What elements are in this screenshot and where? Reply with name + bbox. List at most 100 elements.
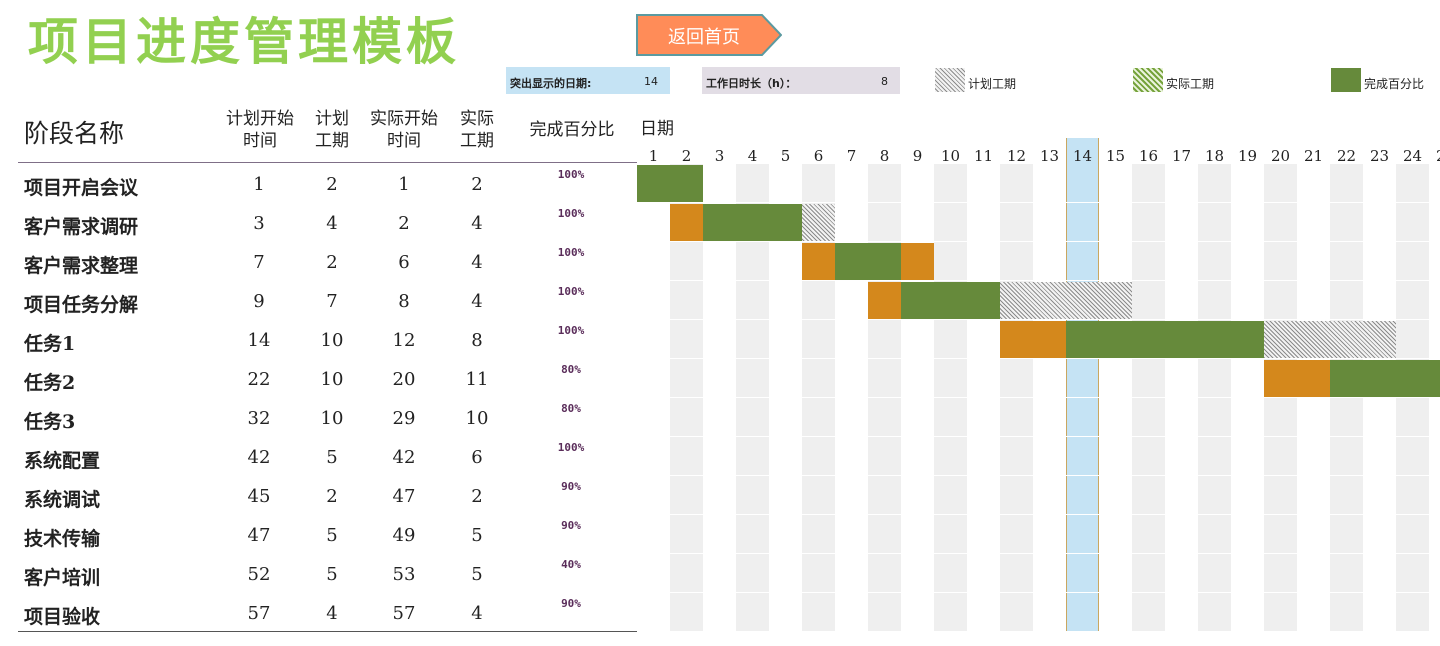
actual-duration-bar (835, 243, 901, 280)
day-number: 4 (747, 147, 758, 165)
table-bottom-border (18, 631, 637, 632)
day-column (1231, 164, 1264, 632)
percent-complete-value: 100% (557, 285, 585, 298)
actual-start-value: 57 (392, 603, 416, 624)
percent-complete-value: 100% (557, 246, 585, 259)
actual-duration-bar (1066, 321, 1264, 358)
table-row: 系统调试 45 2 47 2 90% (0, 476, 640, 515)
day-column (967, 164, 1000, 632)
day-column (1264, 164, 1297, 632)
actual-start-value: 47 (392, 486, 416, 507)
day-column (1000, 164, 1033, 632)
day-column (934, 164, 967, 632)
table-row: 项目任务分解 9 7 8 4 100% (0, 281, 640, 320)
plan-duration-value: 2 (326, 486, 338, 507)
day-column (1198, 164, 1231, 632)
day-column (1132, 164, 1165, 632)
task-name: 任务2 (24, 372, 76, 394)
day-number: 1 (648, 147, 659, 165)
plan-start-value: 9 (253, 291, 265, 312)
actual-duration-header-line1: 实际 (460, 109, 494, 129)
day-number: 11 (973, 147, 994, 165)
percent-complete-value: 90% (561, 480, 581, 493)
actual-duration-value: 2 (471, 486, 483, 507)
plan-start-value: 22 (247, 369, 271, 390)
plan-duration-value: 10 (320, 369, 344, 390)
plan-duration-value: 7 (326, 291, 338, 312)
task-name: 任务3 (24, 411, 76, 433)
home-button[interactable]: 返回首页 (636, 14, 782, 56)
percent-complete-value: 100% (557, 441, 585, 454)
early-start-bar (670, 204, 703, 241)
row-separator (637, 397, 1440, 398)
plan-start-header-line1: 计划开始 (226, 109, 294, 129)
highlight-date-label: 突出显示的日期: (510, 77, 592, 90)
plan-start-value: 3 (253, 213, 265, 234)
plan-duration-value: 4 (326, 603, 338, 624)
percent-header: 完成百分比 (529, 120, 615, 140)
day-column (901, 164, 934, 632)
row-separator (637, 241, 1440, 242)
day-number: 22 (1336, 147, 1357, 165)
day-column (1165, 164, 1198, 632)
day-column (703, 164, 736, 632)
row-separator (637, 280, 1440, 281)
task-name: 项目验收 (24, 606, 101, 628)
actual-duration-value: 4 (471, 252, 483, 273)
day-column (835, 164, 868, 632)
actual-start-value: 53 (392, 564, 416, 585)
day-number: 9 (912, 147, 923, 165)
table-row: 项目开启会议 1 2 1 2 100% (0, 164, 640, 203)
plan-duration-value: 10 (320, 408, 344, 429)
plan-start-value: 14 (247, 330, 271, 351)
actual-start-value: 29 (392, 408, 416, 429)
percent-complete-value: 80% (561, 363, 581, 376)
home-button-label: 返回首页 (668, 27, 740, 48)
row-separator (637, 358, 1440, 359)
page-title: 项目进度管理模板 (28, 13, 460, 71)
actual-duration-value: 4 (471, 213, 483, 234)
workday-hours-field[interactable]: 工作日时长（h）： 8 (702, 67, 900, 94)
day-number: 2 (681, 147, 692, 165)
day-number: 5 (780, 147, 791, 165)
early-start-bar (868, 282, 901, 319)
task-name: 客户需求整理 (24, 255, 139, 277)
row-separator (637, 436, 1440, 437)
actual-start-value: 42 (392, 447, 416, 468)
actual-duration-bar (901, 282, 1000, 319)
day-column (637, 164, 670, 632)
task-name: 系统配置 (24, 450, 101, 472)
day-column (1429, 164, 1440, 632)
table-row: 系统配置 42 5 42 6 100% (0, 437, 640, 476)
plan-duration-value: 5 (326, 564, 338, 585)
day-number: 18 (1204, 147, 1225, 165)
task-name: 系统调试 (24, 489, 101, 511)
day-column (1396, 164, 1429, 632)
table-row: 任务2 22 10 20 11 80% (0, 359, 640, 398)
highlight-date-value: 14 (644, 75, 658, 88)
day-number: 8 (879, 147, 890, 165)
date-header: 日期 (640, 119, 674, 139)
task-name: 技术传输 (24, 528, 101, 550)
actual-duration-header: 实际 工期 (447, 108, 507, 152)
workday-hours-label: 工作日时长（h）： (706, 77, 797, 90)
table-row: 项目验收 57 4 57 4 90% (0, 593, 640, 632)
day-number: 25 (1429, 147, 1440, 165)
day-number: 7 (846, 147, 857, 165)
day-number: 6 (813, 147, 824, 165)
day-column (670, 164, 703, 632)
table-row: 技术传输 47 5 49 5 90% (0, 515, 640, 554)
plan-start-value: 57 (247, 603, 271, 624)
day-column (802, 164, 835, 632)
highlight-date-field[interactable]: 突出显示的日期: 14 (506, 67, 670, 94)
table-row: 客户需求整理 7 2 6 4 100% (0, 242, 640, 281)
plan-start-value: 7 (253, 252, 265, 273)
day-number: 10 (940, 147, 961, 165)
actual-duration-bar (637, 165, 703, 202)
legend-planned-label: 计划工期 (968, 77, 1017, 91)
day-column (1330, 164, 1363, 632)
actual-duration-header-line2: 工期 (460, 131, 494, 151)
day-column (1033, 164, 1066, 632)
actual-duration-value: 4 (471, 291, 483, 312)
